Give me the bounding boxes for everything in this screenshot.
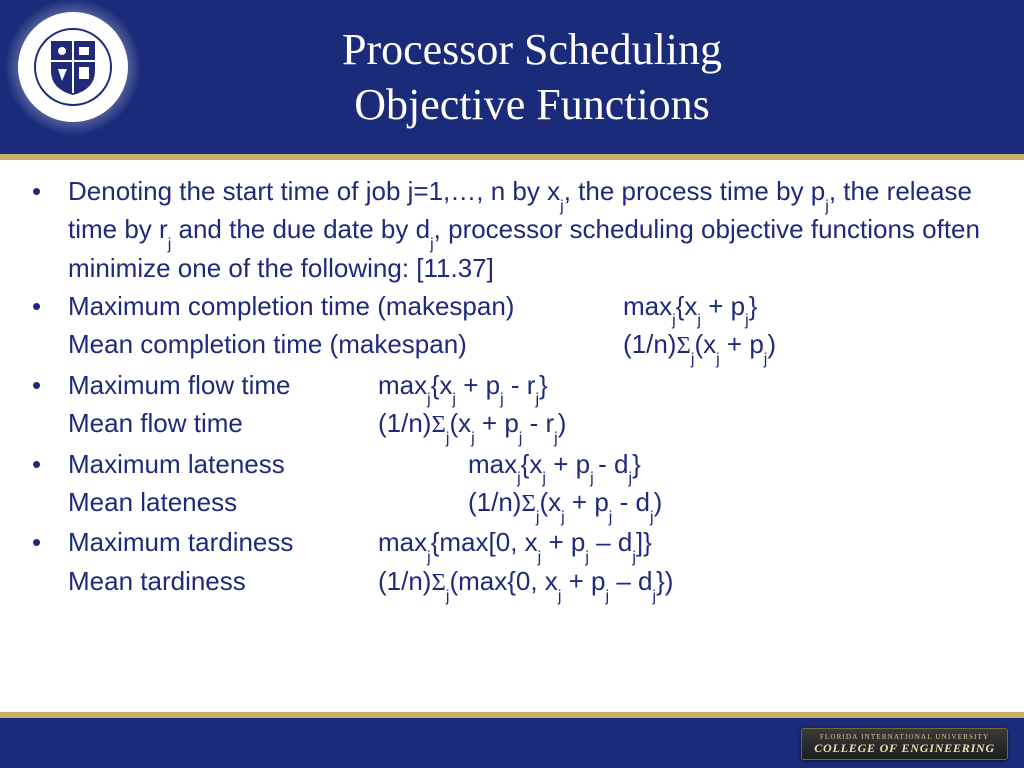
badge-university: FLORIDA INTERNATIONAL UNIVERSITY — [814, 733, 995, 741]
flow-bullet: Maximum flow time maxj{xj + pj - rj} Mea… — [60, 368, 994, 445]
mean-completion-label: Mean completion time (makespan) — [68, 327, 623, 365]
completion-bullet: Maximum completion time (makespan) maxj{… — [60, 289, 994, 366]
slide-header: Processor Scheduling Objective Functions — [0, 0, 1024, 160]
max-tardiness-formula: maxj{max[0, xj + pj – dj]} — [378, 525, 652, 563]
max-completion-label: Maximum completion time (makespan) — [68, 289, 623, 327]
mean-completion-formula: (1/n)Σj(xj + pj) — [623, 327, 776, 365]
university-seal — [18, 12, 128, 122]
intro-bullet: Denoting the start time of job j=1,…, n … — [60, 174, 994, 287]
max-flow-label: Maximum flow time — [68, 368, 378, 406]
tardiness-bullet: Maximum tardiness maxj{max[0, xj + pj – … — [60, 525, 994, 602]
badge-college: COLLEGE OF ENGINEERING — [814, 742, 995, 754]
title-line-1: Processor Scheduling — [80, 22, 984, 77]
max-tardiness-label: Maximum tardiness — [68, 525, 378, 563]
slide-footer: FLORIDA INTERNATIONAL UNIVERSITY COLLEGE… — [0, 712, 1024, 768]
max-completion-formula: maxj{xj + pj} — [623, 289, 757, 327]
slide-body: Denoting the start time of job j=1,…, n … — [0, 160, 1024, 602]
mean-flow-formula: (1/n)Σj(xj + pj - rj) — [378, 406, 566, 444]
max-lateness-formula: maxj{xj + pj - dj} — [468, 447, 641, 485]
max-lateness-label: Maximum lateness — [68, 447, 468, 485]
intro-text: Denoting the start time of job j=1,…, n … — [68, 176, 560, 206]
college-badge: FLORIDA INTERNATIONAL UNIVERSITY COLLEGE… — [801, 728, 1008, 760]
slide-title: Processor Scheduling Objective Functions — [0, 22, 1024, 132]
mean-tardiness-label: Mean tardiness — [68, 564, 378, 602]
title-line-2: Objective Functions — [80, 77, 984, 132]
lateness-bullet: Maximum lateness maxj{xj + pj - dj} Mean… — [60, 447, 994, 524]
max-flow-formula: maxj{xj + pj - rj} — [378, 368, 548, 406]
seal-shield-icon — [34, 28, 112, 106]
mean-lateness-formula: (1/n)Σj(xj + pj - dj) — [468, 485, 662, 523]
mean-lateness-label: Mean lateness — [68, 485, 468, 523]
mean-flow-label: Mean flow time — [68, 406, 378, 444]
mean-tardiness-formula: (1/n)Σj(max{0, xj + pj – dj}) — [378, 564, 673, 602]
